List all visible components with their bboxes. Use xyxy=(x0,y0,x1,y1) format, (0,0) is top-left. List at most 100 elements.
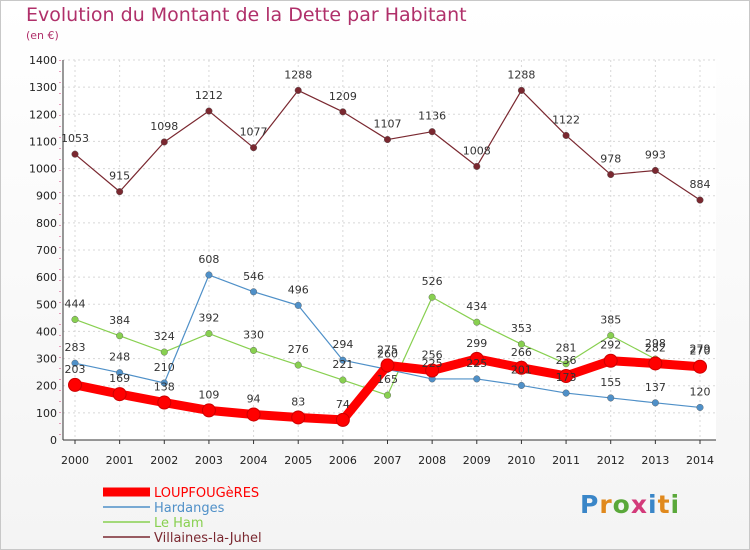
data-label: 434 xyxy=(466,300,487,313)
y-tick-label: 0 xyxy=(50,434,57,447)
y-tick-label: 500 xyxy=(36,298,57,311)
data-label: 283 xyxy=(65,341,86,354)
data-label: 915 xyxy=(109,170,130,183)
data-label: 1136 xyxy=(418,110,446,123)
data-label: 1008 xyxy=(463,144,491,157)
data-label: 83 xyxy=(291,395,305,408)
data-point xyxy=(335,412,350,427)
data-point xyxy=(205,107,213,115)
data-point xyxy=(603,353,618,368)
data-point xyxy=(559,368,574,383)
y-tick-label: 1300 xyxy=(29,81,57,94)
data-label: 324 xyxy=(154,330,175,343)
data-label: 978 xyxy=(600,153,621,166)
data-label: 94 xyxy=(247,392,261,405)
data-point xyxy=(294,361,302,369)
data-point xyxy=(68,377,82,392)
legend-label: Le Ham xyxy=(154,516,204,531)
legend-label: Hardanges xyxy=(154,501,225,516)
data-label: 392 xyxy=(198,312,219,325)
y-tick-label: 400 xyxy=(36,325,57,338)
data-label: 1077 xyxy=(240,126,268,139)
data-label: 137 xyxy=(645,381,666,394)
legend-label: Villaines-la-Juhel xyxy=(154,531,262,546)
data-point xyxy=(517,86,525,94)
data-point xyxy=(651,399,659,407)
data-point xyxy=(71,315,79,323)
data-label: 884 xyxy=(690,178,711,191)
data-label: 236 xyxy=(556,354,577,367)
data-label: 225 xyxy=(422,357,443,370)
data-point xyxy=(71,359,79,367)
data-label: 292 xyxy=(600,339,621,352)
data-point xyxy=(651,166,659,174)
data-point xyxy=(116,188,124,196)
data-label: 298 xyxy=(645,337,666,350)
data-label: 1098 xyxy=(150,120,178,133)
data-label: 248 xyxy=(109,351,130,364)
data-label: 225 xyxy=(466,357,487,370)
data-label: 109 xyxy=(198,388,219,401)
data-point xyxy=(160,348,168,356)
data-label: 1212 xyxy=(195,89,223,102)
data-point xyxy=(562,131,570,139)
data-point xyxy=(428,293,436,301)
data-point xyxy=(473,162,481,170)
data-label: 270 xyxy=(690,345,711,358)
data-label: 276 xyxy=(288,343,309,356)
chart-title: Evolution du Montant de la Dette par Hab… xyxy=(26,4,467,26)
data-label: 1122 xyxy=(552,113,580,126)
data-point xyxy=(339,376,347,384)
x-tick-label: 2000 xyxy=(61,454,89,467)
data-label: 1053 xyxy=(61,132,89,145)
data-label: 993 xyxy=(645,148,666,161)
data-label: 1288 xyxy=(507,68,535,81)
data-label: 282 xyxy=(645,341,666,354)
x-tick-label: 2004 xyxy=(240,454,268,467)
data-label: 385 xyxy=(600,314,621,327)
data-point xyxy=(562,389,570,397)
legend-label: LOUPFOUGèRES xyxy=(154,486,259,501)
data-point xyxy=(607,394,615,402)
x-tick-label: 2005 xyxy=(284,454,312,467)
y-tick-label: 700 xyxy=(36,244,57,257)
data-point xyxy=(384,391,392,399)
proxiti-logo: Proxiti xyxy=(580,490,681,519)
data-label: 608 xyxy=(198,253,219,266)
data-label: 260 xyxy=(377,347,398,360)
data-point xyxy=(201,403,216,418)
data-label: 256 xyxy=(422,349,443,362)
x-tick-label: 2008 xyxy=(418,454,446,467)
y-tick-label: 800 xyxy=(36,217,57,230)
data-point xyxy=(425,363,440,378)
x-tick-label: 2014 xyxy=(686,454,714,467)
data-point xyxy=(696,196,704,204)
data-point xyxy=(294,86,302,94)
data-label: 169 xyxy=(109,372,130,385)
data-point xyxy=(250,144,258,152)
y-tick-label: 1000 xyxy=(29,163,57,176)
data-label: 281 xyxy=(556,342,577,355)
y-tick-label: 600 xyxy=(36,271,57,284)
data-label: 165 xyxy=(377,373,398,386)
data-point xyxy=(384,136,392,144)
x-tick-label: 2012 xyxy=(597,454,625,467)
data-point xyxy=(291,410,306,425)
data-label: 330 xyxy=(243,328,264,341)
data-point xyxy=(473,318,481,326)
data-label: 1209 xyxy=(329,90,357,103)
y-tick-label: 1200 xyxy=(29,108,57,121)
x-tick-label: 2013 xyxy=(641,454,669,467)
data-label: 546 xyxy=(243,270,264,283)
data-point xyxy=(514,360,529,375)
data-label: 138 xyxy=(154,381,175,394)
x-tick-label: 2006 xyxy=(329,454,357,467)
data-label: 444 xyxy=(65,297,86,310)
data-point xyxy=(250,346,258,354)
data-point xyxy=(160,379,168,387)
data-point xyxy=(517,381,525,389)
y-tick-label: 200 xyxy=(36,380,57,393)
data-point xyxy=(562,360,570,368)
data-label: 173 xyxy=(556,371,577,384)
